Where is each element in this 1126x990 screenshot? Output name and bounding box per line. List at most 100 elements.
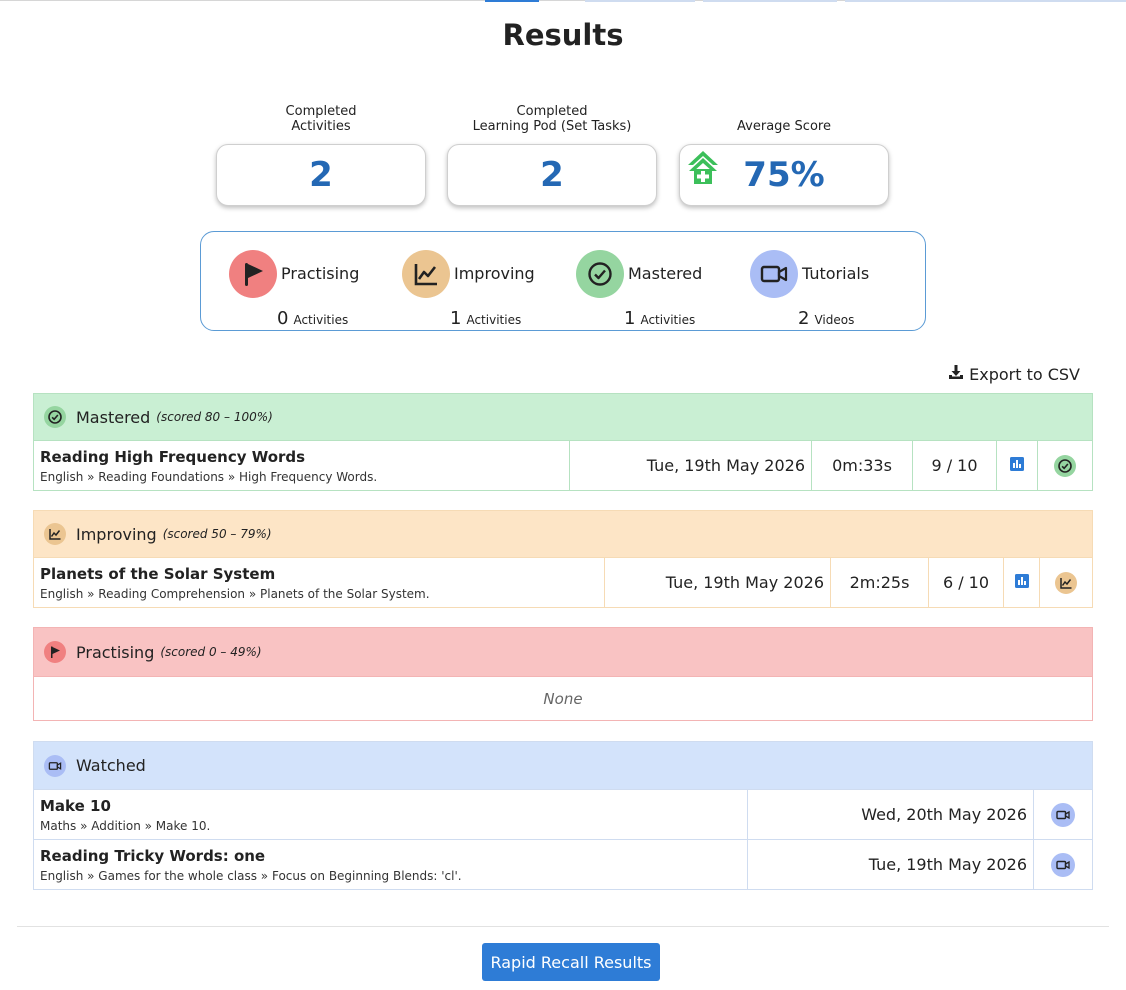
summary-count-value: 2 — [798, 308, 810, 329]
table-row[interactable]: Make 10 Maths » Addition » Make 10. Wed,… — [34, 789, 1092, 839]
section-note: (scored 0 – 49%) — [160, 645, 262, 659]
chart-line-icon — [402, 250, 450, 298]
stat-label: Completed Activities — [216, 102, 426, 134]
section-practising: Practising (scored 0 – 49%) None — [33, 627, 1093, 721]
summary-count: 2 Videos — [798, 308, 854, 329]
stat-value: 2 — [309, 155, 333, 195]
video-title: Reading Tricky Words: one — [40, 846, 266, 865]
stat-value: 2 — [540, 155, 564, 195]
date-cell: Tue, 19th May 2026 — [569, 441, 811, 490]
time-cell: 2m:25s — [830, 558, 928, 607]
footer-divider — [17, 926, 1109, 927]
summary-practising[interactable]: Practising 0 Activities — [229, 250, 399, 329]
summary-count: 1 Activities — [624, 308, 695, 329]
activity-path: English » Reading Comprehension » Planet… — [40, 586, 430, 601]
check-circle-icon — [1054, 454, 1076, 477]
section-improving: Improving (scored 50 – 79%) Planets of t… — [33, 510, 1093, 608]
flag-icon — [229, 250, 277, 298]
section-title: Practising — [76, 642, 155, 662]
video-path: Maths » Addition » Make 10. — [40, 818, 211, 833]
watch-video-button[interactable] — [1033, 840, 1092, 889]
stat-card: 2 — [216, 144, 426, 206]
top-tab[interactable] — [585, 0, 695, 2]
summary-count-unit: Activities — [466, 313, 522, 327]
section-header: Improving (scored 50 – 79%) — [34, 511, 1092, 557]
video-icon — [750, 250, 798, 298]
stat-label-line2: Activities — [291, 119, 351, 134]
video-icon — [1051, 802, 1075, 827]
top-tab[interactable] — [703, 0, 837, 2]
summary-count-value: 0 — [277, 308, 289, 329]
top-divider — [0, 0, 1126, 1]
section-watched: Watched Make 10 Maths » Addition » Make … — [33, 741, 1093, 890]
score-cell: 6 / 10 — [928, 558, 1003, 607]
top-tab-active[interactable] — [485, 0, 539, 2]
section-title: Watched — [76, 756, 146, 775]
summary-tutorials[interactable]: Tutorials 2 Videos — [750, 250, 920, 329]
stat-value: 75% — [743, 155, 825, 195]
check-circle-icon — [44, 406, 66, 428]
summary-count-value: 1 — [450, 308, 462, 329]
section-header: Practising (scored 0 – 49%) — [34, 628, 1092, 676]
section-title: Mastered — [76, 407, 151, 427]
video-cell: Make 10 Maths » Addition » Make 10. — [34, 790, 747, 839]
page-title: Results — [502, 18, 624, 52]
summary-count: 1 Activities — [450, 308, 521, 329]
stat-completed-activities: Completed Activities 2 — [216, 102, 426, 206]
export-label: Export to CSV — [969, 364, 1080, 384]
flag-icon — [44, 641, 66, 663]
activity-cell: Reading High Frequency Words English » R… — [34, 441, 569, 490]
stats-button[interactable] — [1003, 558, 1039, 607]
stat-label-line2: Learning Pod (Set Tasks) — [472, 119, 632, 134]
chart-line-icon — [1055, 571, 1077, 594]
check-circle-icon — [576, 250, 624, 298]
summary-count-unit: Activities — [293, 313, 349, 327]
video-title: Make 10 — [40, 796, 111, 815]
video-path: English » Games for the whole class » Fo… — [40, 868, 462, 883]
watch-video-button[interactable] — [1033, 790, 1092, 839]
stat-card: 75% — [679, 144, 889, 206]
stat-completed-learning-pod: Completed Learning Pod (Set Tasks) 2 — [447, 102, 657, 206]
table-row[interactable]: Reading High Frequency Words English » R… — [34, 440, 1092, 490]
stat-label-line2: Average Score — [737, 119, 831, 134]
summary-count-unit: Activities — [640, 313, 696, 327]
top-tab[interactable] — [845, 0, 1126, 2]
stat-label: Completed Learning Pod (Set Tasks) — [447, 102, 657, 134]
empty-state: None — [34, 676, 1092, 720]
bar-chart-icon — [1014, 573, 1029, 592]
stat-card: 2 — [447, 144, 657, 206]
activity-path: English » Reading Foundations » High Fre… — [40, 469, 378, 484]
activity-title: Reading High Frequency Words — [40, 447, 306, 466]
stats-button[interactable] — [996, 441, 1037, 490]
status-cell — [1039, 558, 1092, 607]
export-csv-button[interactable]: Export to CSV — [948, 364, 1080, 384]
summary-label: Tutorials — [802, 264, 870, 283]
date-cell: Tue, 19th May 2026 — [747, 840, 1033, 889]
time-cell: 0m:33s — [811, 441, 912, 490]
table-row[interactable]: Planets of the Solar System English » Re… — [34, 557, 1092, 607]
rapid-recall-results-button[interactable]: Rapid Recall Results — [482, 943, 660, 981]
stat-label-line1: Completed — [285, 104, 357, 119]
download-icon — [948, 364, 964, 384]
summary-count-unit: Videos — [814, 313, 855, 327]
score-cell: 9 / 10 — [912, 441, 996, 490]
table-row[interactable]: Reading Tricky Words: one English » Game… — [34, 839, 1092, 889]
stat-average-score: Average Score 75% — [679, 102, 889, 206]
summary-improving[interactable]: Improving 1 Activities — [402, 250, 572, 329]
summary-label: Improving — [454, 264, 535, 283]
section-note: (scored 80 – 100%) — [156, 410, 273, 424]
activity-cell: Planets of the Solar System English » Re… — [34, 558, 604, 607]
status-cell — [1037, 441, 1092, 490]
summary-label: Practising — [281, 264, 360, 283]
summary-panel: Practising 0 Activities Improving 1 Activi… — [200, 231, 926, 331]
date-cell: Wed, 20th May 2026 — [747, 790, 1033, 839]
bar-chart-icon — [1010, 456, 1024, 475]
summary-count: 0 Activities — [277, 308, 348, 329]
trend-up-house-icon — [686, 149, 720, 196]
stat-label: Average Score — [679, 102, 889, 134]
section-mastered: Mastered (scored 80 – 100%) Reading High… — [33, 393, 1093, 491]
summary-count-value: 1 — [624, 308, 636, 329]
chart-line-icon — [44, 523, 66, 545]
summary-mastered[interactable]: Mastered 1 Activities — [576, 250, 746, 329]
stat-label-line1: Completed — [516, 104, 588, 119]
